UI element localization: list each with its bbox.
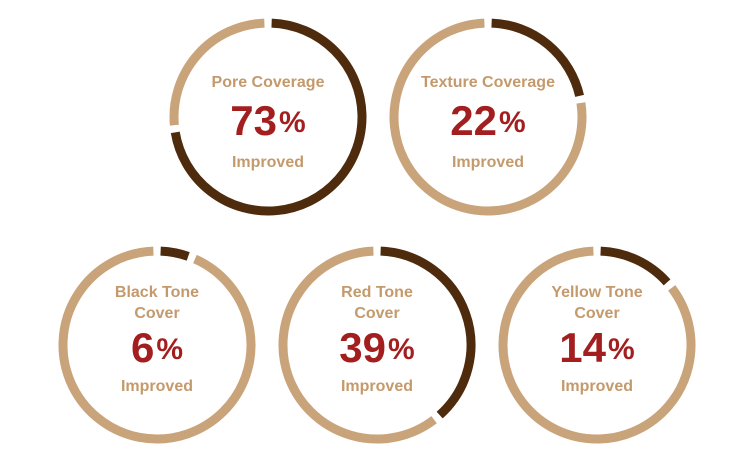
value-number: 39 [339,324,386,371]
value-number: 73 [230,97,277,144]
donut-chart: Pore Coverage 73% Improved [169,18,367,216]
donut-value-label: 39% [339,324,414,371]
value-unit: % [608,333,635,366]
value-unit: % [499,106,526,139]
donut-caption: Improved [341,378,413,395]
donut-track [169,18,265,126]
donut-caption: Improved [232,154,304,171]
donut-chart: Black Tone Cover 6% Improved [58,246,256,444]
donut-chart: Texture Coverage 22% Improved [389,18,587,216]
donut-chart: Yellow Tone Cover 14% Improved [498,246,696,444]
donut-value-label: 6% [131,324,183,371]
donut-track [58,246,256,444]
donut-title: Pore Coverage [212,74,325,91]
donut-chart: Red Tone Cover 39% Improved [278,246,476,444]
value-number: 22 [450,97,497,144]
donut-title: Red Tone [341,284,413,301]
value-unit: % [156,333,183,366]
donut-value-label: 73% [230,97,305,144]
donut-title: Texture Coverage [421,74,555,91]
donut-value-arc [491,18,584,97]
donut-caption: Improved [452,154,524,171]
donut-title: Cover [134,305,179,322]
donut-title: Yellow Tone [551,284,642,301]
value-number: 6 [131,324,154,371]
donut-title: Cover [574,305,619,322]
donut-value-label: 22% [450,97,525,144]
value-number: 14 [559,324,606,371]
donut-track [498,246,696,444]
donut-title: Black Tone [115,284,199,301]
value-unit: % [279,106,306,139]
donut-caption: Improved [121,378,193,395]
donut-track [389,18,587,216]
donut-track [278,246,437,444]
donut-value-arc [600,246,671,286]
donut-caption: Improved [561,378,633,395]
donut-value-arc [160,246,190,261]
donut-value-label: 14% [559,324,634,371]
value-unit: % [388,333,415,366]
donut-value-arc [380,246,476,419]
donut-title: Cover [354,305,399,322]
donut-value-arc [170,18,367,216]
